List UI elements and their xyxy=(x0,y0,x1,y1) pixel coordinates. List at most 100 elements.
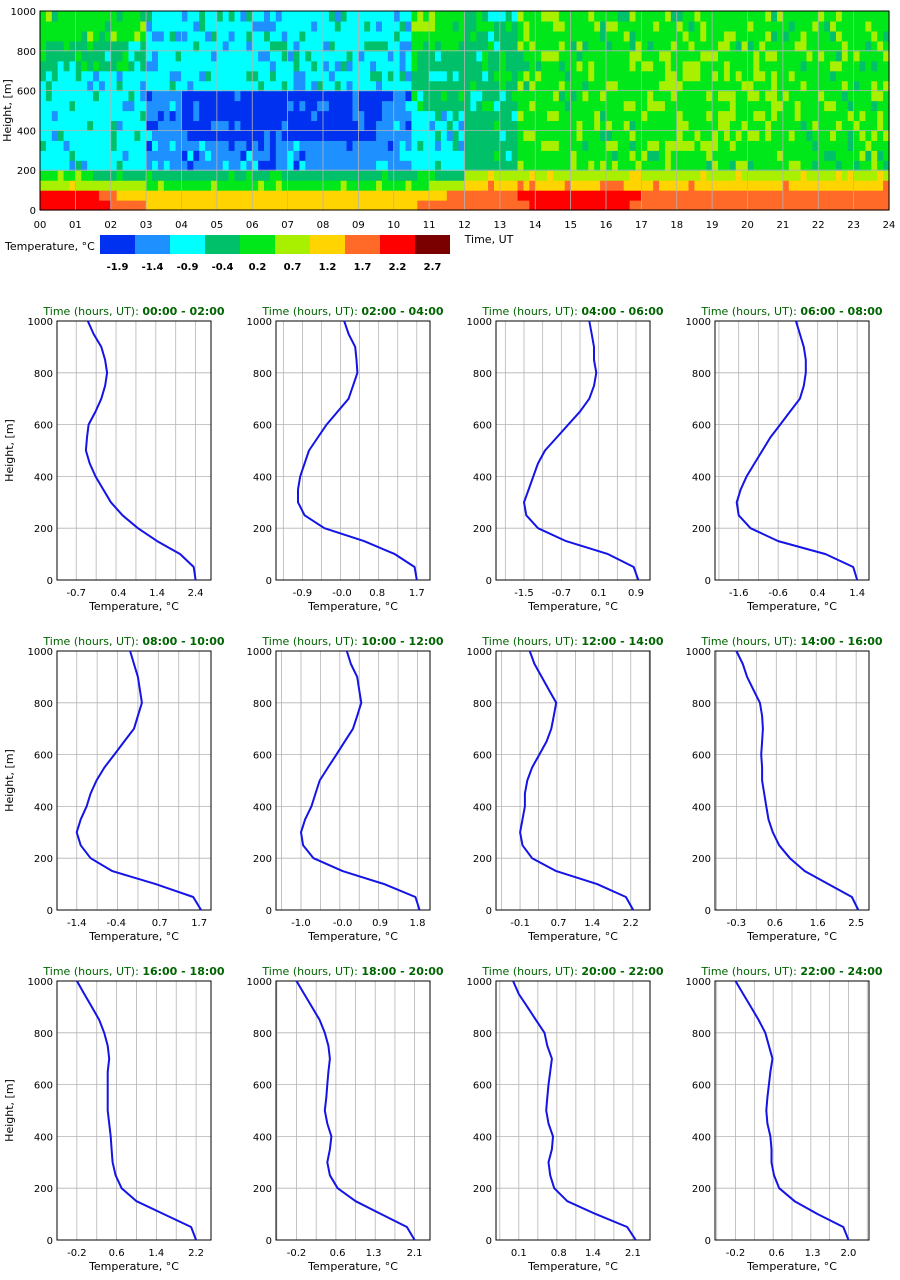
heatmap-cell xyxy=(110,90,118,102)
heatmap-cell xyxy=(240,180,247,191)
heatmap-cell xyxy=(399,100,407,112)
heatmap-cell xyxy=(676,100,684,112)
heatmap-cell xyxy=(865,130,872,141)
heatmap-cell xyxy=(269,70,277,82)
heatmap-cell xyxy=(582,11,589,22)
heatmap-cell xyxy=(317,200,324,211)
heatmap-cell xyxy=(45,110,53,122)
heatmap-cell xyxy=(670,120,678,131)
heatmap-cell xyxy=(552,190,560,201)
heatmap-cell xyxy=(210,200,218,211)
heatmap-cell xyxy=(193,150,200,161)
heatmap-cell xyxy=(222,70,230,82)
heatmap-cell xyxy=(140,130,147,141)
heatmap-cell xyxy=(853,50,861,62)
profile-x-tick: 1.6 xyxy=(810,918,826,929)
profile-y-tick: 1000 xyxy=(28,977,53,988)
profile-frame xyxy=(495,980,651,1241)
heatmap-cell xyxy=(258,130,265,141)
heatmap-cell xyxy=(659,150,666,161)
heatmap-cell xyxy=(800,30,808,42)
heatmap-cell xyxy=(405,60,413,72)
heatmap-cell xyxy=(476,30,483,42)
heatmap-cell xyxy=(393,150,401,161)
heatmap-cell xyxy=(835,80,843,92)
profile-x-tick: 2.2 xyxy=(623,918,639,929)
heatmap-cell xyxy=(700,200,707,211)
heatmap-cell xyxy=(582,50,589,62)
heatmap-cell xyxy=(346,200,354,211)
heatmap-cell xyxy=(163,130,171,141)
heatmap-cell xyxy=(157,120,165,131)
heatmap-cell xyxy=(664,90,672,102)
heatmap-cell xyxy=(264,200,271,211)
heatmap-cell xyxy=(482,110,489,122)
heatmap-cell xyxy=(399,180,407,191)
heatmap-cell xyxy=(234,160,242,171)
profile-y-tick: 400 xyxy=(692,472,711,483)
heatmap-cell xyxy=(358,40,365,52)
heatmap-cell xyxy=(187,120,194,131)
heatmap-cell xyxy=(847,60,855,72)
heatmap-cell xyxy=(40,150,47,161)
heatmap-cell xyxy=(81,190,88,201)
profile-x-tick: -0.7 xyxy=(66,588,86,599)
heatmap-cell xyxy=(794,130,802,141)
heatmap-cell xyxy=(488,140,495,151)
heatmap-cell xyxy=(258,40,265,52)
heatmap-cell xyxy=(547,170,554,181)
heatmap-cell xyxy=(57,200,65,211)
heatmap-cell xyxy=(169,200,177,211)
heatmap-cell xyxy=(87,50,94,62)
heatmap-cell xyxy=(747,50,754,62)
heatmap-cell xyxy=(771,30,778,42)
heatmap-cell xyxy=(664,100,672,112)
profile-line xyxy=(295,980,416,1241)
heatmap-cell xyxy=(69,30,76,42)
heatmap-cell xyxy=(116,120,124,131)
heatmap-cell xyxy=(63,160,71,171)
heatmap-cell xyxy=(399,50,407,62)
heatmap-cell xyxy=(653,40,660,52)
heatmap-cell xyxy=(175,170,183,181)
heatmap-cell xyxy=(806,190,813,201)
heatmap-cell xyxy=(352,20,359,32)
heatmap-cell xyxy=(818,140,825,151)
heatmap-cell xyxy=(199,80,206,92)
heatmap-cell xyxy=(641,60,648,72)
heatmap-cell xyxy=(169,70,177,82)
heatmap-cell xyxy=(281,150,289,161)
heatmap-cell xyxy=(93,130,100,141)
heatmap-cell xyxy=(759,200,766,211)
heatmap-cell xyxy=(493,130,501,141)
heatmap-cell xyxy=(476,110,483,122)
heatmap-cell xyxy=(93,160,100,171)
heatmap-cell xyxy=(340,50,348,62)
heatmap-cell xyxy=(293,200,301,211)
heatmap-cell xyxy=(340,120,348,131)
heatmap-x-tick: 06 xyxy=(246,220,259,231)
legend-label: 1.7 xyxy=(354,262,372,273)
heatmap-cell xyxy=(617,60,625,72)
heatmap-cell xyxy=(476,80,483,92)
heatmap-cell xyxy=(40,160,47,171)
heatmap-cell xyxy=(340,170,348,181)
heatmap-cell xyxy=(122,190,130,201)
heatmap-cell xyxy=(747,90,754,102)
heatmap-cell xyxy=(493,110,501,122)
heatmap-cell xyxy=(700,120,707,131)
heatmap-cell xyxy=(281,170,289,181)
heatmap-cell xyxy=(594,190,601,201)
heatmap-cell xyxy=(647,40,654,52)
heatmap-cell xyxy=(340,70,348,82)
heatmap-cell xyxy=(629,190,637,201)
heatmap-cell xyxy=(871,50,878,62)
heatmap-cell xyxy=(818,130,825,141)
heatmap-cell xyxy=(588,11,595,22)
heatmap-cell xyxy=(358,20,365,32)
heatmap-cell xyxy=(216,60,224,72)
heatmap-cell xyxy=(387,140,395,151)
heatmap-cell xyxy=(741,100,749,112)
heatmap-cell xyxy=(558,50,566,62)
profile-y-tick: 1000 xyxy=(467,317,492,328)
